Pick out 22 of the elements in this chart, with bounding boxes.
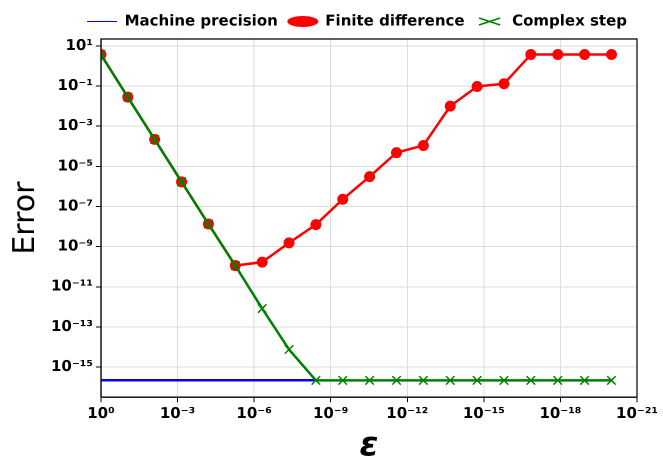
- y-tick-label: 10⁻¹: [58, 76, 93, 94]
- x-axis-title: ε: [359, 424, 378, 464]
- y-axis-title: Error: [6, 180, 42, 255]
- y-tick-label: 10⁻¹¹: [50, 276, 93, 295]
- x-tick-label: 10⁻¹⁵: [462, 404, 505, 422]
- x-tick-label: 10⁻¹⁸: [539, 404, 582, 422]
- legend-label: Machine precision: [124, 11, 278, 30]
- y-tick-label: 10⁻³: [58, 116, 93, 134]
- x-tick-label: 10⁻⁶: [236, 404, 272, 422]
- y-tick-label: 10⁻⁹: [58, 236, 93, 255]
- x-tick-label: 10⁻⁹: [312, 404, 348, 422]
- x-tick-label: 10⁻²¹: [616, 404, 658, 422]
- y-tick-label: 10⁻⁷: [58, 196, 93, 214]
- x-tick-label: 10⁻¹²: [386, 404, 428, 422]
- x-tick-label: 10⁻³: [160, 404, 196, 422]
- y-tick-label: 10⁻¹⁵: [50, 357, 93, 376]
- x-tick-label: 10⁰: [87, 404, 115, 422]
- y-tick-label: 10⁻¹³: [50, 316, 93, 335]
- y-tick-label: 10⁻⁵: [58, 156, 93, 174]
- legend-label: Complex step: [512, 11, 628, 30]
- legend-label: Finite difference: [325, 11, 465, 30]
- y-tick-label: 10¹: [65, 36, 93, 54]
